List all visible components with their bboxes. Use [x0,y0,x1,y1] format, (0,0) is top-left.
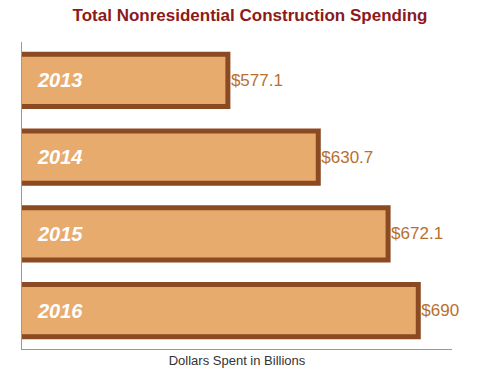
svg-text:$577.1: $577.1 [231,71,283,90]
svg-text:$690: $690 [421,301,459,320]
svg-text:$630.7: $630.7 [321,148,373,167]
svg-text:2015: 2015 [37,223,83,245]
svg-text:2016: 2016 [37,300,83,322]
svg-text:2013: 2013 [37,69,83,91]
svg-text:Total Nonresidential Construct: Total Nonresidential Construction Spendi… [73,6,428,25]
svg-text:$672.1: $672.1 [391,224,443,243]
svg-text:2014: 2014 [37,146,83,168]
svg-text:Dollars Spent in Billions: Dollars Spent in Billions [169,353,306,368]
